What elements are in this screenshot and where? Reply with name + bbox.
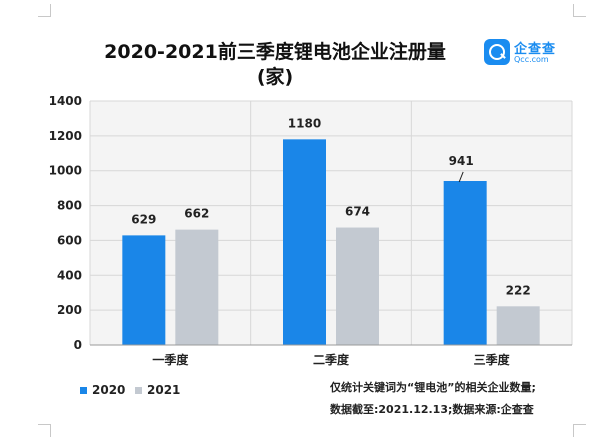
bar-2021-1 bbox=[336, 227, 379, 345]
y-tick-label-4: 800 bbox=[57, 199, 82, 213]
legend-swatch-2020 bbox=[80, 387, 87, 394]
logo-domain: Qcc.com bbox=[514, 55, 549, 64]
crop-mark-top-right bbox=[573, 4, 586, 17]
x-category-label-1: 二季度 bbox=[313, 352, 350, 367]
bar-2021-2 bbox=[496, 306, 540, 345]
data-label-2020-2: 941 bbox=[449, 154, 474, 168]
plot-background bbox=[90, 101, 572, 345]
data-label-2020-1: 1180 bbox=[288, 116, 321, 130]
y-tick-label-5: 1000 bbox=[49, 164, 82, 178]
legend-label-2021: 2021 bbox=[147, 383, 181, 397]
chart-title: 2020-2021前三季度锂电池企业注册量 bbox=[104, 41, 446, 63]
crop-mark-bottom-right bbox=[573, 424, 586, 437]
y-tick-label-6: 1200 bbox=[49, 129, 82, 143]
qichacha-logo: 企查查 Qcc.com bbox=[484, 38, 564, 68]
crop-mark-bottom-left bbox=[38, 424, 51, 437]
y-tick-label-1: 200 bbox=[57, 303, 82, 317]
bar-2020-2 bbox=[443, 180, 487, 345]
x-category-label-0: 一季度 bbox=[152, 352, 189, 367]
bar-2020-0 bbox=[122, 235, 166, 345]
note-source: 数据截至:2021.12.13;数据来源:企查查 bbox=[330, 403, 534, 416]
legend-item-2021: 2021 bbox=[135, 383, 180, 397]
y-tick-label-2: 400 bbox=[57, 268, 82, 282]
note-keyword: 仅统计关键词为“锂电池”的相关企业数量; bbox=[330, 381, 536, 394]
bar-2020-1 bbox=[283, 139, 326, 345]
x-category-label-2: 三季度 bbox=[474, 352, 511, 367]
y-tick-label-7: 1400 bbox=[49, 94, 82, 108]
chart-title-unit: (家) bbox=[256, 66, 294, 88]
data-label-2021-1: 674 bbox=[345, 205, 370, 219]
logo-name: 企查查 bbox=[514, 42, 557, 57]
legend-item-2020: 2020 bbox=[80, 383, 125, 397]
legend-label-2020: 2020 bbox=[92, 383, 126, 397]
crop-mark-top-left bbox=[38, 4, 51, 17]
bar-2021-0 bbox=[175, 229, 219, 345]
magnifier-logo-icon bbox=[484, 39, 510, 65]
data-label-2020-0: 629 bbox=[131, 212, 156, 226]
y-tick-label-0: 0 bbox=[74, 338, 82, 352]
leader-line bbox=[458, 171, 464, 183]
y-tick-label-3: 600 bbox=[57, 233, 82, 247]
legend-swatch-2021 bbox=[135, 387, 142, 394]
data-label-2021-0: 662 bbox=[184, 207, 209, 221]
data-label-2021-2: 222 bbox=[506, 283, 531, 297]
